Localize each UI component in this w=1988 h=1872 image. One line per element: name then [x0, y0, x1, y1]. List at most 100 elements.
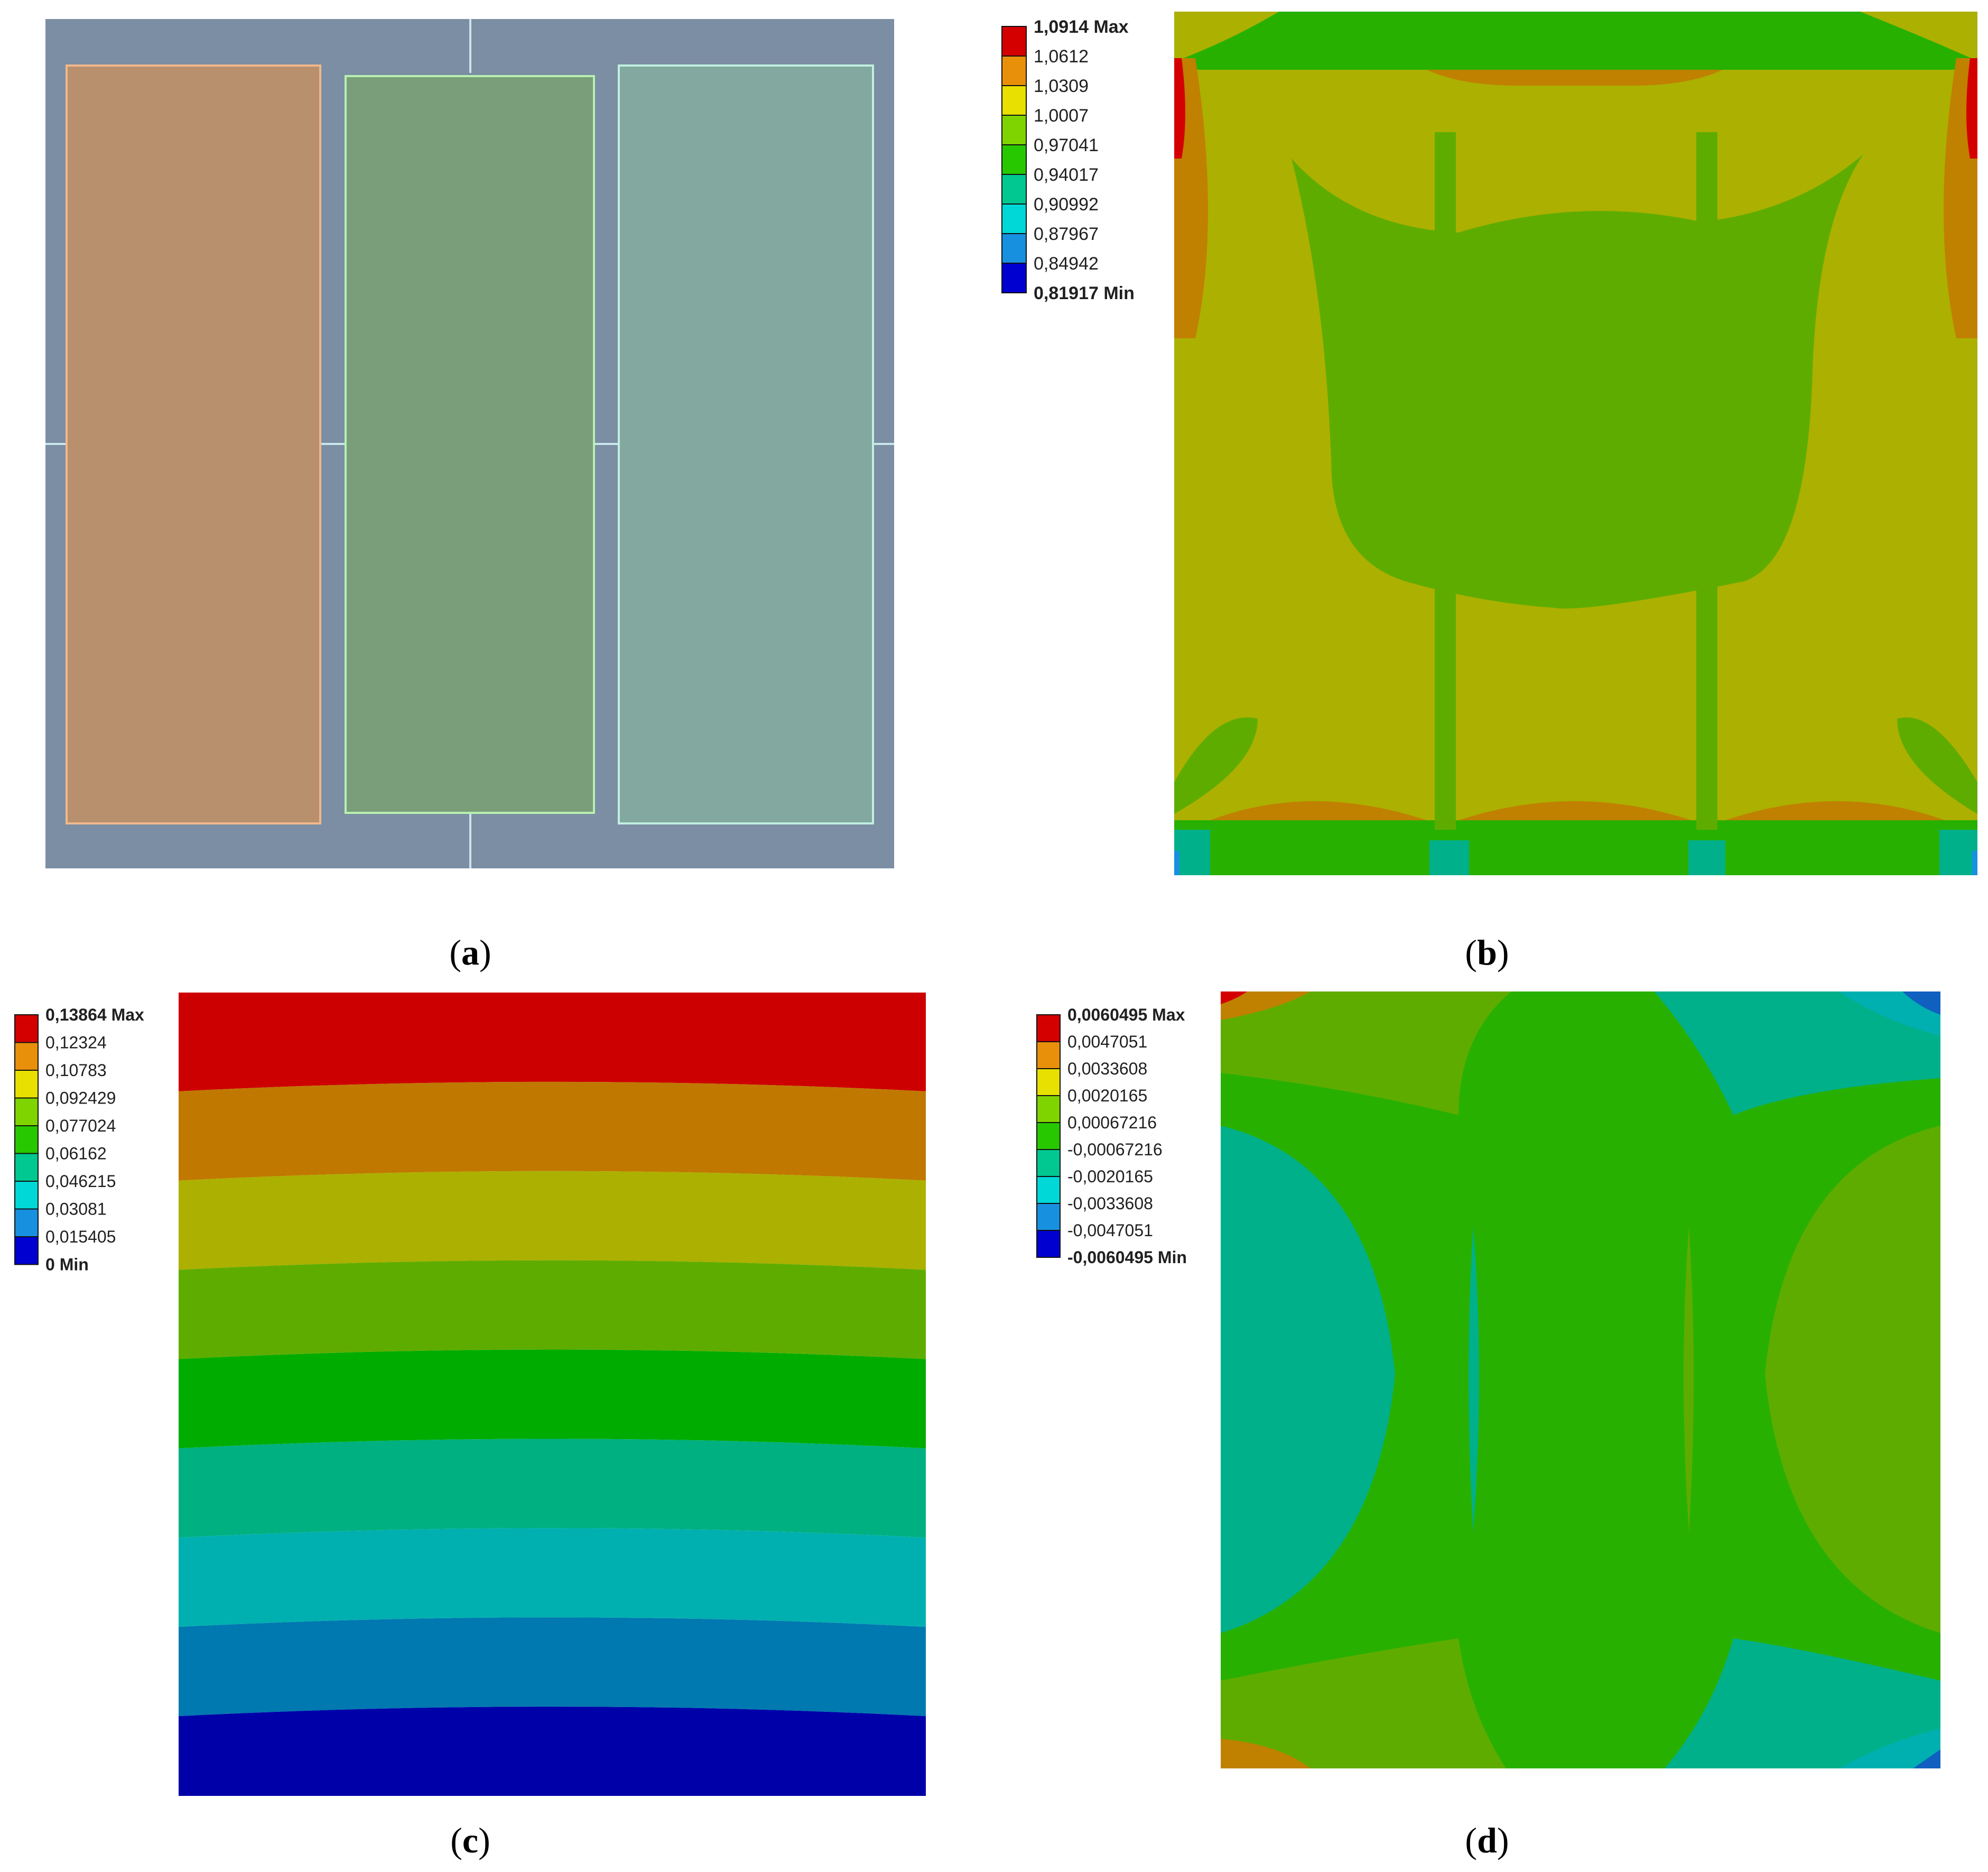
panel-d-top-right-cyan	[1839, 991, 1940, 1036]
panel-c-legend: 0,13864 Max 0,12324 0,10783 0,092429 0,07702…	[14, 1005, 144, 1274]
legend-d-swatch	[1036, 1230, 1061, 1258]
legend-c-swatch	[14, 1042, 39, 1071]
legend-b-label: 1,0007	[1034, 106, 1089, 126]
panel-b-bottom-teal-left	[1174, 830, 1210, 875]
legend-c-swatch	[14, 1181, 39, 1210]
panel-b-vertical-strip-right	[1696, 132, 1717, 830]
panel-c-band	[179, 1349, 926, 1449]
panel-b-blue-corner-br	[1972, 851, 1977, 875]
panel-d-center-left-sliver	[1469, 1226, 1479, 1533]
panel-c-band	[179, 1081, 926, 1181]
legend-c-swatch	[14, 1236, 39, 1265]
panel-c-contour	[179, 993, 926, 1796]
panel-a-block-right	[618, 64, 874, 824]
legend-d-label: 0,00067216	[1067, 1113, 1157, 1132]
panel-d-bottom-right-cyan	[1839, 1728, 1940, 1768]
panel-b-central-green	[1292, 154, 1863, 609]
caption-b: (b)	[1465, 932, 1509, 972]
panel-b-bottom-orange-band-right	[1725, 801, 1945, 820]
legend-d-swatch	[1036, 1014, 1061, 1042]
panel-d-legend: 0,0060495 Max 0,0047051 0,0033608 0,0020165…	[1036, 1005, 1187, 1267]
legend-d-swatch	[1036, 1203, 1061, 1231]
panel-d-top-left-lobe	[1221, 991, 1511, 1115]
panel-b-bottom-teal-mid	[1429, 840, 1725, 875]
panel-b-bottom-teal-right	[1939, 830, 1977, 875]
legend-b-label: 0,90992	[1034, 194, 1099, 215]
legend-c-label: 0,13864 Max	[45, 1005, 144, 1024]
panel-d-bottom-right-blue	[1913, 1749, 1940, 1768]
legend-d-label: 0,0020165	[1067, 1086, 1147, 1105]
panel-d-center-right-sliver	[1684, 1226, 1694, 1533]
legend-d-swatch	[1036, 1068, 1061, 1096]
legend-d-swatch	[1036, 1041, 1061, 1069]
panel-b-corner-lobe-bl	[1174, 717, 1258, 814]
panel-b-top-strip-yellow	[1174, 12, 1977, 58]
panel-a-block-left	[66, 64, 321, 824]
legend-c-label: 0 Min	[45, 1255, 89, 1274]
legend-c-swatch	[14, 1208, 39, 1237]
caption-a: (a)	[449, 932, 491, 972]
panel-b-bottom-orange-band-left	[1210, 801, 1427, 820]
legend-c-swatch	[14, 1125, 39, 1154]
legend-b-swatch	[1001, 174, 1027, 205]
legend-c-label: 0,046215	[45, 1172, 116, 1191]
legend-d-label: -0,0047051	[1067, 1221, 1153, 1240]
legend-d-swatch	[1036, 1149, 1061, 1177]
panel-b-corner-lobe-br	[1897, 717, 1977, 814]
legend-c-label: 0,092429	[45, 1089, 116, 1108]
legend-c-swatch	[14, 1070, 39, 1099]
legend-b-swatch	[1001, 85, 1027, 116]
panel-b-bottom-strip	[1174, 820, 1977, 875]
legend-c-label: 0,10783	[45, 1061, 107, 1080]
panel-b-blue-corner-bl	[1174, 851, 1179, 875]
legend-c-swatch	[14, 1097, 39, 1126]
panel-b-legend: 1,0914 Max 1,0612 1,0309 1,0007 0,97041 0,940…	[1001, 17, 1135, 303]
panel-d-left-teal-lobe	[1221, 1126, 1395, 1633]
panel-c-band	[179, 1528, 926, 1627]
legend-b-label: 0,81917 Min	[1034, 283, 1135, 303]
legend-c-label: 0,077024	[45, 1116, 116, 1135]
legend-b-label: 1,0309	[1034, 76, 1089, 96]
panel-b-top-orange-band	[1427, 70, 1723, 86]
legend-d-label: -0,0060495 Min	[1067, 1248, 1187, 1267]
legend-c-swatch	[14, 1014, 39, 1043]
panel-b-vertical-strip-left	[1435, 132, 1456, 830]
panel-c-band	[179, 1439, 926, 1538]
legend-b-label: 0,94017	[1034, 165, 1099, 185]
panel-d-bottom-right-teal	[1665, 1638, 1940, 1768]
panel-b-bottom-orange-band-mid	[1459, 801, 1691, 820]
panel-a-block-middle	[345, 75, 595, 814]
legend-b-swatch	[1001, 115, 1027, 145]
caption-d: (d)	[1465, 1820, 1509, 1860]
legend-d-swatch	[1036, 1095, 1061, 1123]
legend-d-label: 0,0047051	[1067, 1032, 1147, 1051]
legend-b-label: 0,97041	[1034, 135, 1099, 155]
panel-d-top-left-orange	[1221, 991, 1311, 1020]
legend-d-swatch	[1036, 1176, 1061, 1204]
panel-d-contour	[1221, 991, 1940, 1768]
legend-b-swatch	[1001, 263, 1027, 293]
legend-b-label: 1,0914 Max	[1034, 17, 1129, 37]
panel-b-top-strip	[1174, 12, 1977, 70]
legend-c-label: 0,03081	[45, 1200, 107, 1219]
panel-d-top-right-teal	[1654, 991, 1940, 1115]
panel-d-top-right-blue	[1902, 991, 1940, 1015]
panel-c-band	[179, 993, 926, 1091]
panel-c-band	[179, 1707, 926, 1796]
panel-d-top-left-red	[1221, 991, 1247, 1004]
legend-d-label: -0,00067216	[1067, 1140, 1163, 1159]
legend-d-label: -0,0033608	[1067, 1194, 1153, 1213]
panel-d-bottom-left-lobe	[1221, 1638, 1506, 1768]
panel-b-contour	[1174, 12, 1977, 875]
panel-c-band	[179, 1260, 926, 1359]
legend-b-label: 0,84942	[1034, 254, 1099, 274]
panel-b-right-edge-red	[1966, 58, 1977, 159]
legend-d-swatch	[1036, 1122, 1061, 1150]
legend-d-label: 0,0033608	[1067, 1059, 1147, 1078]
legend-b-swatch	[1001, 26, 1027, 57]
panel-b-left-edge-red	[1174, 58, 1185, 159]
legend-d-label: 0,0060495 Max	[1067, 1005, 1185, 1024]
legend-b-swatch	[1001, 203, 1027, 234]
panel-c-band	[179, 1617, 926, 1717]
